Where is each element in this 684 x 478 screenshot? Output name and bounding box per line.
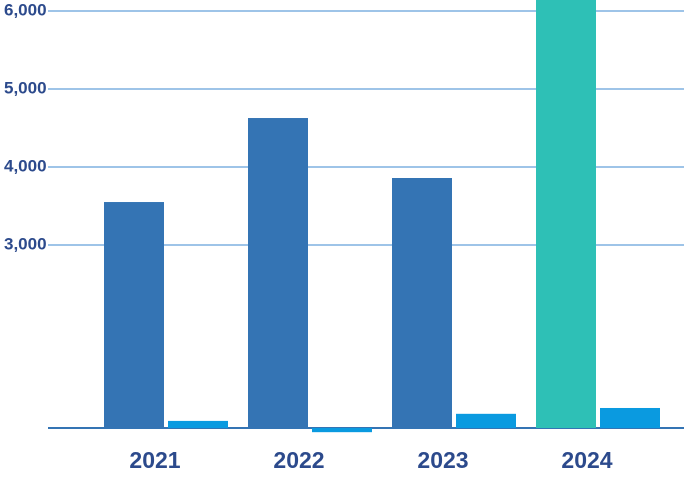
bar	[312, 428, 372, 433]
y-tick-label: 3,000	[4, 234, 47, 253]
x-tick-label: 2022	[273, 447, 324, 473]
y-tick-label: 4,000	[4, 156, 47, 175]
y-tick-label: 6,000	[4, 0, 47, 19]
x-tick-label: 2021	[129, 447, 180, 473]
bar	[600, 407, 660, 428]
bar	[104, 202, 164, 428]
x-tick-label: 2024	[561, 447, 612, 473]
bar	[392, 178, 452, 428]
bar	[536, 0, 596, 429]
bar	[168, 420, 228, 428]
y-tick-label: 5,000	[4, 78, 47, 97]
bar	[456, 413, 516, 428]
bar	[248, 118, 308, 429]
x-tick-label: 2023	[417, 447, 468, 473]
